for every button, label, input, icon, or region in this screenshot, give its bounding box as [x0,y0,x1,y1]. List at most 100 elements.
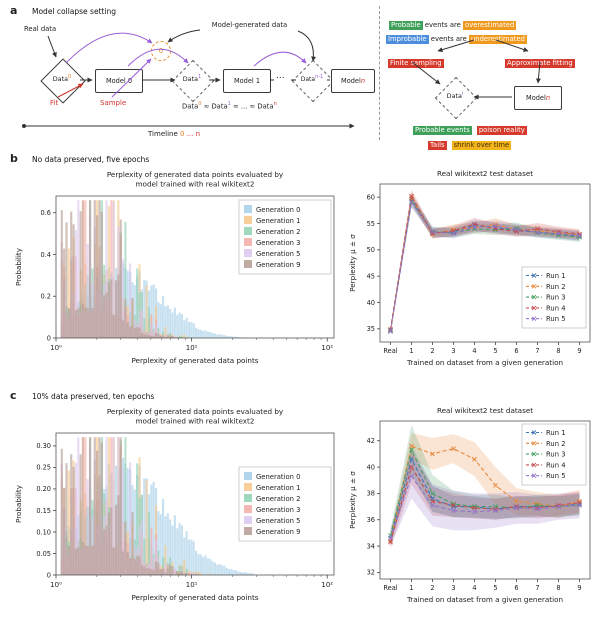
x-tick-label: 8 [556,584,560,592]
hist-bar [232,570,235,575]
legend-swatch [244,516,252,524]
marker-x [514,226,519,232]
highlight-tails: Tails [428,141,447,151]
y-tick-label: 0.2 [41,293,52,301]
hist-bar [239,572,242,575]
arrow-label-to-datan1 [297,30,317,62]
y-tick-label: 42 [367,437,375,445]
marker-x [493,483,498,488]
legend-label: Run 1 [546,272,566,280]
hist-bar [223,565,226,575]
hist-bar [185,317,188,338]
plot-frame [379,183,591,343]
hist-bar [140,565,143,575]
legend-label: Generation 9 [256,528,300,536]
line-chart-c: Real wikitext2 test dataset323436384042R… [348,406,591,604]
hist-bar [121,469,125,575]
hist-bar [178,336,181,338]
hist-bar [77,308,80,338]
legend-label: Generation 0 [256,473,300,481]
x-tick-label: 1 [409,347,413,355]
hist-bar [204,555,207,575]
hist-bar [110,200,113,338]
hist-bar [197,329,200,338]
run-lines [388,443,582,545]
hist-bar [124,299,127,338]
hist-bar [72,466,75,575]
legend-label: Generation 1 [256,217,300,225]
sample-label: Sample [100,99,127,107]
hist-bar [145,285,148,338]
x-tick-label: 7 [535,584,539,592]
hist-bar [121,551,125,575]
hist-bar [81,437,85,575]
hist-bar [202,557,205,575]
hist-bar [190,572,193,575]
hist-bar [192,323,195,338]
legend-box [238,466,332,542]
hist-bar [98,200,101,338]
hist-bar [150,569,153,575]
hist-bar [166,334,169,338]
band-run-3 [390,196,580,333]
hist-bar [185,336,188,338]
hist-bar [65,463,68,575]
fit-label: Fit [50,99,59,107]
hist-bar [133,328,136,338]
hist-bar [199,329,202,338]
hist-bar [136,556,139,575]
hist-bar [154,539,158,575]
hist-bar [136,327,139,338]
line-run-2 [389,445,580,541]
hist-bar [81,200,85,338]
model1-box: Model 1 [223,69,271,93]
hist-bar [157,511,160,575]
hist-bar [77,547,80,575]
hist-bar [105,525,108,575]
hist-bar [230,336,233,338]
hist-bar [209,573,212,575]
hist-bar [74,462,78,575]
eq-p2: ≈ Data [201,102,228,111]
hist-bar [143,538,146,575]
hist-bar [171,566,174,575]
arrow-realdata-to-data0 [47,35,57,58]
hist-bar [173,336,176,338]
hist-bar [79,211,82,338]
y-tick-label: 0.4 [41,251,52,259]
data1-base: Data [182,75,199,84]
panel-c-subtitle: 10% data preserved, ten epochs [32,392,155,401]
hist-bar [98,437,101,575]
marker-x [535,226,540,232]
hist-bar [187,570,191,575]
data0-sup: 0 [68,74,72,80]
generation0-circle: 0 [151,41,171,61]
hist-bar [176,570,179,575]
hist-bar [164,326,167,338]
hist-bar [112,314,115,338]
hist-bar [74,230,78,338]
hist-bar [199,572,202,575]
hist-bar [173,568,176,575]
hist-bar [242,572,245,575]
marker-x [430,229,435,235]
legend-label: Run 3 [546,451,566,459]
real-data-label: Real data [24,25,57,33]
hist-bar [65,222,68,338]
panel-a-title: Model collapse setting [32,7,117,16]
highlight-probable-events: Probable events [413,126,472,136]
marker-x [577,498,582,504]
hist-bar [60,210,63,338]
legend: Generation 0 Generation 1 Generation 2 Gene… [238,466,332,542]
hist-bar [227,569,231,575]
x-tick-label: 4 [472,347,476,355]
y-tick-label: 0.05 [36,550,51,558]
hist-bar [140,519,143,575]
hist-bar [187,321,191,338]
x-tick-label: 9 [577,347,581,355]
hist-bar [133,489,136,575]
hist-bar [81,303,85,338]
hist-bar [150,335,153,338]
hist-bar [129,263,132,338]
hist-bar [171,525,174,575]
